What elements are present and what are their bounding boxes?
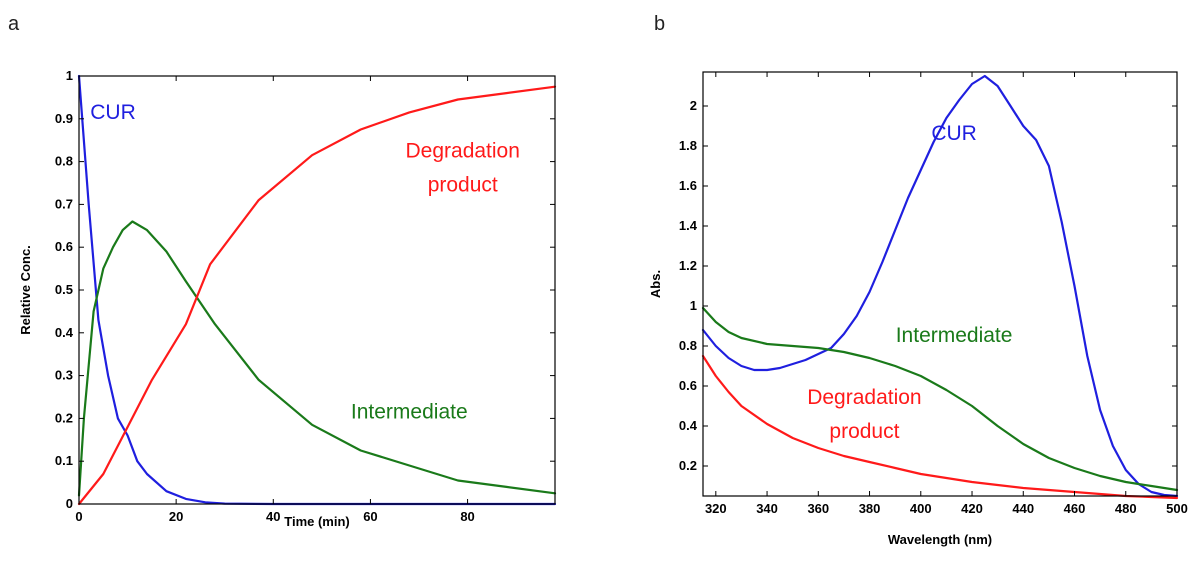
x-tick-label: 420	[961, 501, 983, 516]
y-tick-label: 0	[66, 496, 73, 511]
x-tick-label: 480	[1115, 501, 1137, 516]
series-annotation-degradation-product: product	[428, 173, 498, 196]
x-tick-label: 380	[859, 501, 881, 516]
y-tick-label: 0.4	[55, 325, 74, 340]
x-axis-title: Wavelength (nm)	[888, 532, 992, 547]
y-tick-label: 1	[66, 68, 73, 83]
series-annotation-degradation-product: product	[829, 420, 899, 443]
series-annotation-degradation-product: Degradation	[807, 386, 921, 409]
chart-panel-b: b 320 340 360 380 400 420 440 460 480 500 0.2 0.4 0.6…	[648, 13, 1188, 547]
series-annotation-intermediate: Intermediate	[351, 400, 468, 423]
y-tick-label: 0.3	[55, 368, 73, 383]
x-tick-label: 320	[705, 501, 727, 516]
x-tick-label: 80	[460, 509, 474, 524]
chart-panel-a: a 0 20 40 60 80 0 0.1 0.2 0.3 0.4 0.5 0.6 0.7 0.8 0.9 1 T…	[8, 13, 557, 529]
series-line-cur	[77, 74, 557, 506]
series-line-cur	[701, 74, 1179, 498]
series-line-intermediate	[701, 306, 1179, 492]
x-tick-label: 60	[363, 509, 377, 524]
y-tick-label: 2	[690, 98, 697, 113]
y-tick-label: 0.5	[55, 282, 73, 297]
y-tick-label: 1	[690, 298, 697, 313]
y-tick-label: 0.2	[55, 410, 73, 425]
y-tick-label: 0.6	[55, 239, 73, 254]
series-line-degradation-product	[701, 354, 1179, 500]
x-tick-label: 40	[266, 509, 280, 524]
series-annotation-cur: CUR	[90, 101, 136, 124]
x-tick-label: 500	[1166, 501, 1188, 516]
y-tick-label: 1.2	[679, 258, 697, 273]
x-tick-label: 460	[1064, 501, 1086, 516]
x-axis-title: Time (min)	[284, 514, 350, 529]
x-tick-label: 0	[75, 509, 82, 524]
y-axis-title: Abs.	[648, 270, 663, 298]
series-line-intermediate	[77, 220, 557, 497]
panel-label: b	[654, 13, 665, 35]
y-tick-label: 0.1	[55, 453, 73, 468]
y-axis-title: Relative Conc.	[18, 245, 33, 335]
x-tick-label: 340	[756, 501, 778, 516]
y-tick-label: 0.7	[55, 196, 73, 211]
y-tick-label: 0.9	[55, 111, 73, 126]
y-tick-label: 0.2	[679, 458, 697, 473]
y-tick-label: 0.8	[679, 338, 697, 353]
y-tick-label: 0.6	[679, 378, 697, 393]
x-tick-label: 440	[1012, 501, 1034, 516]
series-line-degradation-product	[77, 85, 557, 506]
y-tick-label: 1.8	[679, 138, 697, 153]
series-annotation-cur: CUR	[931, 122, 977, 145]
x-tick-label: 400	[910, 501, 932, 516]
y-tick-label: 1.4	[679, 218, 698, 233]
x-tick-label: 20	[169, 509, 183, 524]
panel-label: a	[8, 13, 20, 35]
x-tick-label: 360	[807, 501, 829, 516]
y-tick-label: 1.6	[679, 178, 697, 193]
plot-frame	[702, 71, 1178, 497]
y-tick-label: 0.4	[679, 418, 698, 433]
series-annotation-degradation-product: Degradation	[406, 139, 520, 162]
y-tick-label: 0.8	[55, 154, 73, 169]
series-annotation-intermediate: Intermediate	[896, 324, 1013, 347]
